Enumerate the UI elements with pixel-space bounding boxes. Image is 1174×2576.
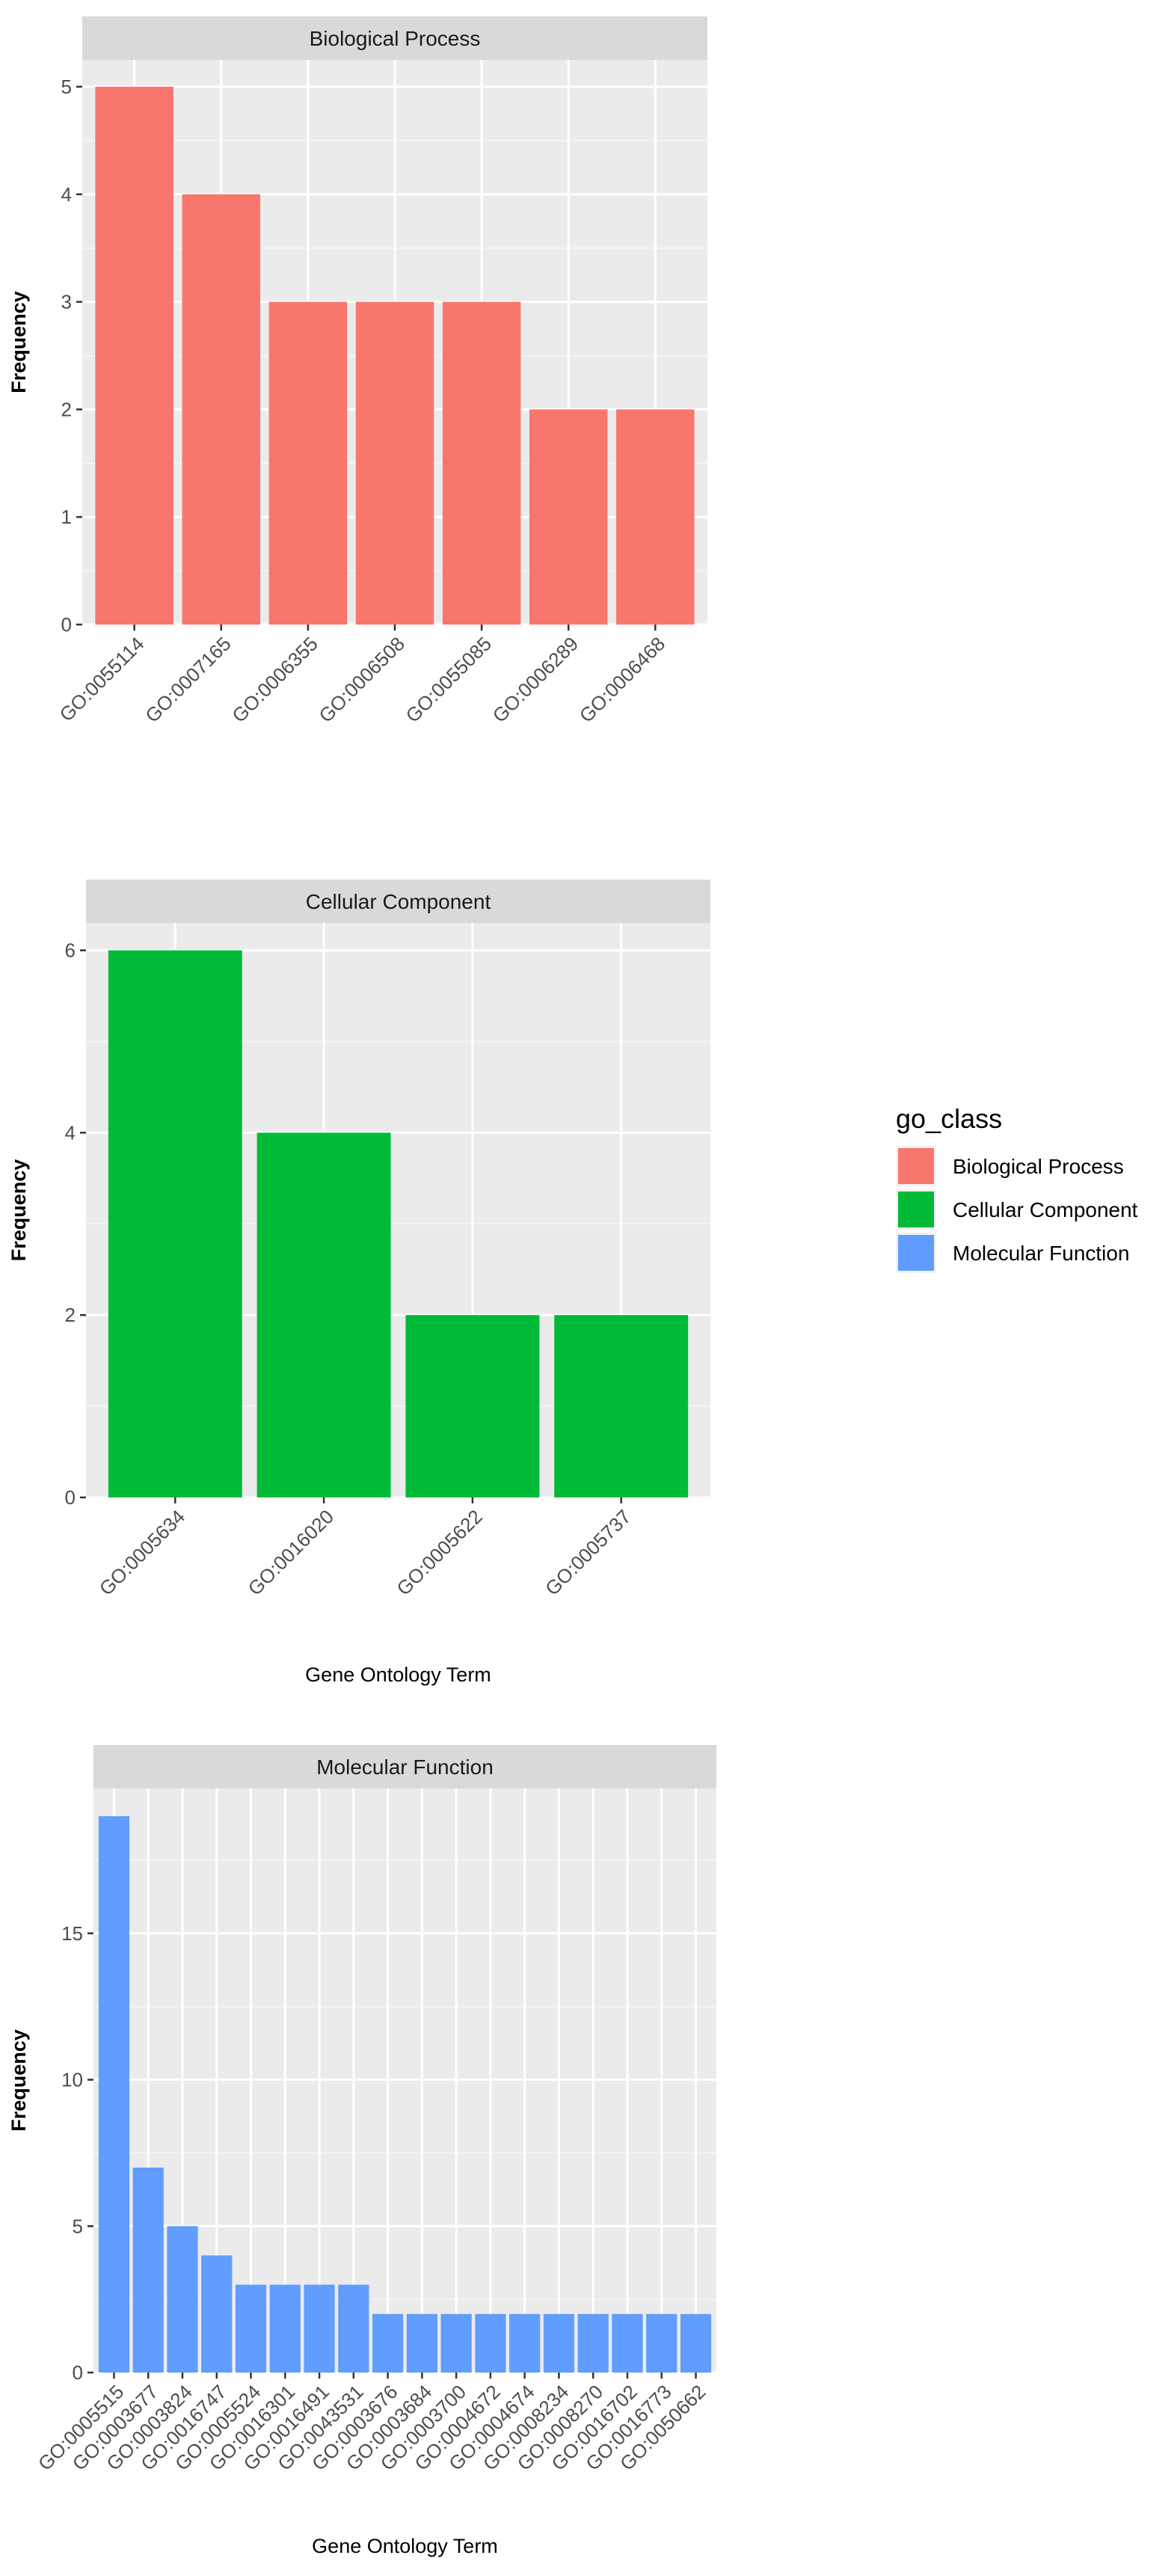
bar-GO-0005634 — [108, 950, 242, 1497]
bar-GO-0006289 — [529, 409, 608, 625]
legend-swatch — [898, 1235, 934, 1271]
y-axis-label: Frequency — [7, 1159, 30, 1262]
x-tick-label: GO:0055114 — [55, 632, 148, 726]
x-tick-label: GO:0007165 — [141, 632, 235, 726]
y-tick-label: 10 — [61, 2069, 83, 2091]
bar-GO-0005622 — [405, 1315, 540, 1497]
x-tick-label: GO:0055085 — [402, 632, 496, 726]
bar-GO-0055085 — [442, 301, 521, 625]
bar-GO-0004674 — [509, 2313, 541, 2373]
facet-title: Biological Process — [310, 27, 481, 50]
x-tick-label: GO:0016020 — [244, 1505, 338, 1599]
bar-GO-0008234 — [543, 2313, 575, 2373]
y-tick-label: 0 — [65, 1486, 76, 1509]
y-tick-label: 4 — [61, 183, 72, 206]
x-tick-label: GO:0006355 — [227, 632, 322, 726]
bar-GO-0005737 — [554, 1315, 689, 1497]
bar-GO-0003684 — [406, 2313, 437, 2373]
y-tick-label: 2 — [61, 398, 72, 420]
bar-GO-0016301 — [269, 2284, 301, 2373]
legend-label: Biological Process — [953, 1155, 1124, 1178]
bar-GO-0043531 — [338, 2284, 369, 2373]
x-axis-label: Gene Ontology Term — [305, 1663, 491, 1686]
bar-GO-0016747 — [201, 2255, 233, 2373]
bar-GO-0016020 — [256, 1132, 391, 1497]
bar-GO-0006468 — [616, 409, 695, 625]
bar-GO-0003676 — [372, 2313, 404, 2373]
panel-molecular-function: Molecular Function051015GO:0005515GO:000… — [7, 1745, 716, 2557]
x-tick-label: GO:0005634 — [95, 1505, 189, 1599]
y-tick-label: 0 — [73, 2361, 83, 2384]
panel-cellular-component: Cellular Component 0 2 4 6 GO:0005634 GO:00160… — [7, 880, 710, 1686]
x-tick-label: GO:0005737 — [541, 1505, 635, 1599]
bar-GO-0016773 — [646, 2313, 677, 2373]
bar-GO-0003700 — [440, 2313, 472, 2373]
bar-GO-0005515 — [98, 1816, 130, 2373]
bar-GO-0007165 — [182, 194, 261, 625]
facet-title: Molecular Function — [316, 1755, 494, 1779]
y-tick-label: 4 — [65, 1121, 76, 1144]
legend-label: Cellular Component — [953, 1198, 1138, 1221]
bar-GO-0008270 — [577, 2313, 609, 2373]
legend-label: Molecular Function — [953, 1242, 1130, 1265]
y-tick-label: 15 — [61, 1922, 83, 1945]
x-axis-label: Gene Ontology Term — [312, 2535, 498, 2557]
x-tick-label: GO:0005622 — [392, 1505, 486, 1599]
legend-swatch — [898, 1148, 934, 1184]
y-tick-label: 2 — [65, 1304, 76, 1326]
bar-GO-0005524 — [235, 2284, 267, 2373]
facet-strip — [82, 16, 707, 60]
bar-GO-0006355 — [268, 301, 348, 625]
bar-GO-0003677 — [132, 2167, 164, 2373]
bar-GO-0050662 — [680, 2313, 712, 2373]
y-tick-label: 3 — [61, 291, 72, 313]
bar-GO-0055114 — [95, 86, 173, 625]
y-axis-label: Frequency — [7, 291, 30, 393]
y-tick-label: 5 — [73, 2215, 83, 2237]
y-tick-label: 1 — [61, 506, 72, 528]
y-axis-label: Frequency — [7, 2029, 30, 2132]
panel-biological-process: Biological Process012345GO:0055114GO:000… — [7, 16, 707, 727]
y-tick-label: 5 — [61, 76, 72, 98]
x-tick-label: GO:0006289 — [488, 632, 583, 726]
facet-strip — [93, 1745, 716, 1788]
bar-GO-0004672 — [475, 2313, 506, 2373]
legend-title: go_class — [896, 1103, 1002, 1134]
y-tick-label: 0 — [61, 613, 72, 636]
y-tick-label: 6 — [65, 939, 76, 962]
legend-swatch — [898, 1192, 934, 1227]
x-tick-label: GO:0006468 — [575, 632, 669, 726]
facet-strip — [86, 880, 710, 923]
legend: go_class Biological Process Cellular Compo… — [896, 1103, 1138, 1273]
x-tick-label: GO:0006508 — [314, 632, 408, 726]
bar-GO-0016702 — [612, 2313, 643, 2373]
bar-GO-0003824 — [167, 2226, 198, 2373]
facet-title: Cellular Component — [306, 890, 491, 913]
bar-GO-0006508 — [355, 301, 434, 625]
bar-GO-0016491 — [304, 2284, 335, 2373]
